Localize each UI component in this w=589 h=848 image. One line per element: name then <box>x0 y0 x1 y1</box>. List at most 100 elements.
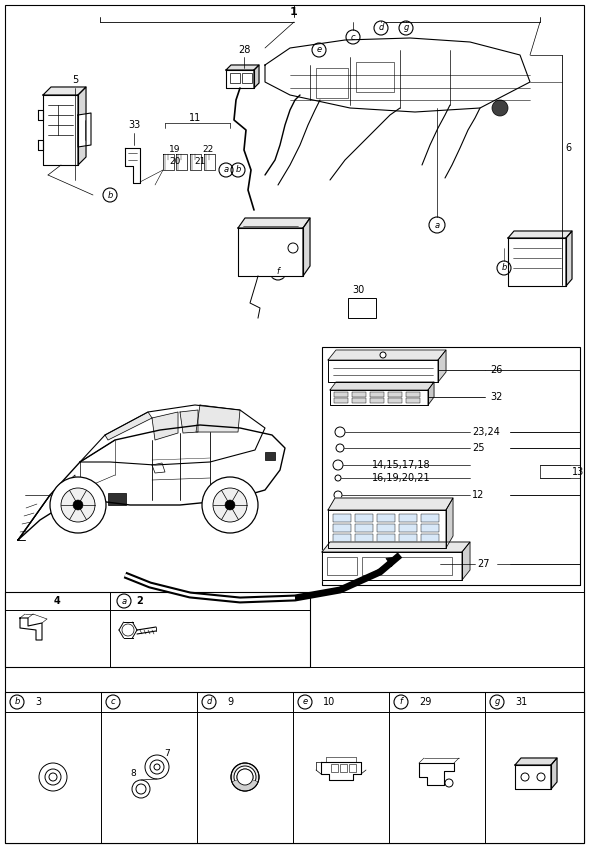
Bar <box>333 534 351 542</box>
Circle shape <box>333 460 343 470</box>
Text: 30: 30 <box>352 285 364 295</box>
Text: d: d <box>206 698 211 706</box>
Polygon shape <box>43 95 78 165</box>
Text: 29: 29 <box>419 697 431 707</box>
Text: e: e <box>316 46 322 54</box>
Polygon shape <box>176 154 187 170</box>
Polygon shape <box>303 218 310 276</box>
Text: 13: 13 <box>572 467 584 477</box>
Bar <box>242 73 252 83</box>
Bar <box>340 764 347 772</box>
Bar <box>334 398 348 403</box>
Bar <box>356 62 394 92</box>
Polygon shape <box>330 382 434 390</box>
Polygon shape <box>78 113 91 147</box>
Polygon shape <box>105 412 152 440</box>
Text: 9: 9 <box>227 697 233 707</box>
Circle shape <box>45 769 61 785</box>
Bar <box>349 764 356 772</box>
Text: 2: 2 <box>137 596 143 606</box>
Polygon shape <box>328 360 438 382</box>
Bar <box>334 392 348 397</box>
Polygon shape <box>226 65 259 70</box>
Polygon shape <box>18 425 285 540</box>
Text: 5: 5 <box>72 75 78 85</box>
Circle shape <box>537 773 545 781</box>
Circle shape <box>445 779 453 787</box>
Circle shape <box>335 427 345 437</box>
Bar <box>333 524 351 532</box>
Bar <box>352 398 366 403</box>
Circle shape <box>237 769 253 785</box>
Text: f: f <box>276 267 280 276</box>
Polygon shape <box>190 154 201 170</box>
Circle shape <box>49 773 57 781</box>
Bar <box>421 534 439 542</box>
Circle shape <box>122 624 134 636</box>
Circle shape <box>202 477 258 533</box>
Bar <box>406 392 420 397</box>
Polygon shape <box>438 350 446 382</box>
Text: 28: 28 <box>238 45 250 55</box>
Text: e: e <box>302 698 307 706</box>
Bar <box>5 592 310 667</box>
Text: a: a <box>435 220 439 230</box>
Text: 20: 20 <box>169 158 181 166</box>
Bar <box>388 398 402 403</box>
Bar <box>322 347 580 585</box>
Circle shape <box>154 764 160 770</box>
Text: 19: 19 <box>169 146 181 154</box>
Text: 1: 1 <box>290 7 298 17</box>
Polygon shape <box>80 405 265 465</box>
Bar <box>355 524 373 532</box>
Text: f: f <box>399 698 402 706</box>
Text: 33: 33 <box>128 120 140 130</box>
Bar <box>370 392 384 397</box>
Polygon shape <box>238 228 303 276</box>
Polygon shape <box>419 763 454 785</box>
Polygon shape <box>196 405 240 432</box>
Polygon shape <box>204 154 215 170</box>
Text: b: b <box>501 264 507 272</box>
Polygon shape <box>238 218 310 228</box>
Circle shape <box>145 755 169 779</box>
Circle shape <box>132 780 150 798</box>
Bar <box>377 514 395 522</box>
Text: 25: 25 <box>472 443 485 453</box>
Bar <box>370 398 384 403</box>
Bar <box>355 514 373 522</box>
Text: 12: 12 <box>472 490 484 500</box>
Polygon shape <box>551 758 557 789</box>
Circle shape <box>39 763 67 791</box>
Bar <box>327 557 357 575</box>
Bar <box>355 534 373 542</box>
Text: 16,19,20,21: 16,19,20,21 <box>372 473 431 483</box>
Bar <box>348 298 376 318</box>
Polygon shape <box>328 350 446 360</box>
Circle shape <box>231 763 259 791</box>
Circle shape <box>492 100 508 116</box>
Polygon shape <box>38 140 43 150</box>
Bar <box>352 392 366 397</box>
Wedge shape <box>232 777 258 791</box>
Polygon shape <box>515 765 551 789</box>
Text: b: b <box>107 191 112 199</box>
Text: 22: 22 <box>203 146 214 154</box>
Bar <box>421 524 439 532</box>
Polygon shape <box>328 510 446 548</box>
Polygon shape <box>321 762 361 780</box>
Polygon shape <box>515 758 557 765</box>
Text: 27: 27 <box>477 559 489 569</box>
Text: b: b <box>236 165 241 175</box>
Polygon shape <box>428 382 434 405</box>
Polygon shape <box>226 70 254 88</box>
Bar <box>377 524 395 532</box>
Circle shape <box>136 784 146 794</box>
Circle shape <box>73 500 83 510</box>
Circle shape <box>213 488 247 522</box>
Circle shape <box>61 488 95 522</box>
Bar <box>406 398 420 403</box>
Polygon shape <box>55 475 75 500</box>
Circle shape <box>240 772 250 782</box>
Polygon shape <box>446 498 453 548</box>
